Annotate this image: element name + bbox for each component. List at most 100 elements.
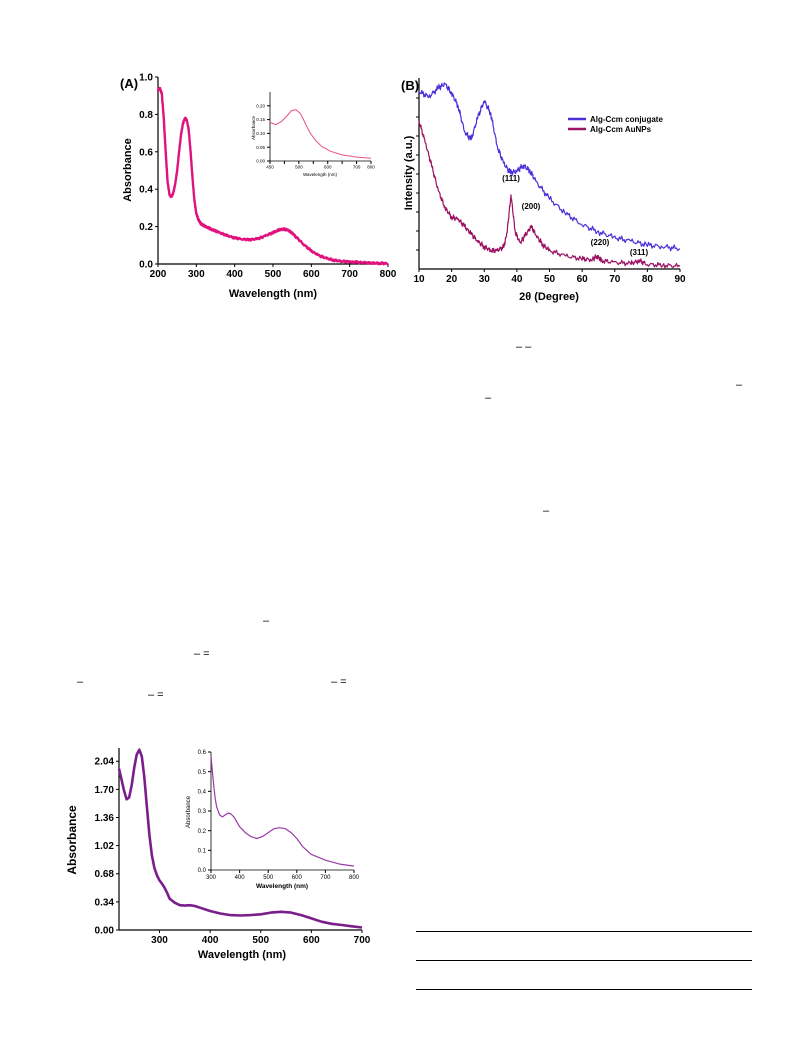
panel-a-x-tick-label: 800: [380, 269, 397, 280]
panel-c-inset: Absorbance Wavelength (nm) 300 400 500 600 7…: [186, 750, 360, 890]
panel-a-y-tick-label: 0.2: [139, 222, 153, 233]
formula-mark: – –: [516, 341, 532, 353]
panel-c-xlabel: Wavelength (nm): [198, 949, 287, 961]
panel-c-y-tick-label: 0.68: [95, 869, 115, 880]
panel-c-y-tick-label: 1.36: [95, 813, 115, 824]
panel-a-inset-x-tick-label: 700: [353, 165, 361, 170]
panel-c-inset-y-tick-label: 0.1: [198, 848, 207, 854]
panel-b-x-tick-label: 90: [674, 274, 686, 285]
panel-a-inset-y-tick-label: 0.15: [256, 117, 265, 122]
panel-c-x-tick-label: 500: [252, 935, 269, 946]
panel-a-x-tick-label: 600: [303, 269, 320, 280]
panel-c-inset-y-tick-label: 0.5: [198, 770, 207, 776]
panel-b-x-tick-label: 10: [413, 274, 425, 285]
peak-label-220: (220): [591, 238, 610, 247]
panel-c-inset-x-tick-label: 300: [206, 875, 217, 881]
panel-b-xlabel: 2θ (Degree): [519, 291, 579, 303]
formula-mark: – =: [331, 676, 347, 688]
panel-c-inset-x-tick-label: 400: [235, 875, 246, 881]
panel-a-plot: [156, 86, 390, 266]
chart-panel-b: (B) Intensity (a.u.) 2θ (Degree) 10 20 30 4…: [401, 78, 686, 303]
panel-b-x-tick-label: 70: [609, 274, 621, 285]
panel-a-y-tick-label: 0.6: [139, 147, 153, 158]
panel-a-x-tick-label: 300: [188, 269, 205, 280]
formula-mark: –: [77, 676, 84, 688]
panel-c-inset-y-tick-label: 0.6: [198, 750, 207, 756]
panel-c-y-tick-label: 0.34: [95, 897, 115, 908]
panel-b-x-ticks: 10 20 30 40 50 60 70 80 90: [413, 269, 686, 285]
panel-a-y-tick-label: 0.0: [139, 260, 153, 271]
chart-panel-c: Absorbance Wavelength (nm) 300 400 500 600 7…: [65, 748, 371, 961]
panel-c-inset-y-ticks: 0.0 0.1 0.2 0.3 0.4 0.5 0.6: [198, 750, 211, 874]
panel-a-label: (A): [120, 76, 138, 91]
panel-a-inset-y-tick-label: 0.05: [256, 145, 265, 150]
panel-a-inset-y-ticks: 0.00 0.05 0.10 0.15 0.20: [256, 103, 270, 164]
panel-a-ylabel: Absorbance: [122, 138, 134, 202]
panel-a-inset-x-tick-label: 500: [295, 165, 303, 170]
panel-a-inset-ylabel: Absorbance: [251, 116, 256, 141]
panel-a-series-line: [156, 86, 390, 266]
panel-a-inset-y-tick-label: 0.10: [256, 131, 265, 136]
panel-a-x-tick-label: 400: [226, 269, 243, 280]
panel-a-inset-series-line: [269, 109, 372, 159]
panel-a-inset: Absorbance Wavelength (nm) 450 500 600 700 8…: [251, 92, 375, 177]
table-rule-middle: [416, 960, 752, 961]
panel-c-x-tick-label: 400: [202, 935, 219, 946]
panel-c-inset-y-tick-label: 0.0: [198, 868, 207, 874]
panel-b-x-tick-label: 40: [511, 274, 523, 285]
panel-c-y-tick-label: 0.00: [95, 926, 115, 937]
formula-mark: –: [736, 379, 743, 391]
panel-c-x-tick-label: 300: [151, 935, 168, 946]
panel-b-x-tick-label: 30: [479, 274, 491, 285]
panel-c-y-tick-label: 1.70: [95, 785, 115, 796]
panel-c-inset-y-tick-label: 0.3: [198, 809, 207, 815]
panel-c-series-line: [117, 748, 363, 929]
panel-c-inset-x-tick-label: 600: [292, 875, 303, 881]
panel-b-x-tick-label: 50: [544, 274, 556, 285]
panel-a-inset-x-tick-label: 600: [324, 165, 332, 170]
panel-b-label: (B): [401, 78, 419, 93]
panel-b-y-ticks: [416, 97, 419, 251]
panel-c-y-ticks: 0.00 0.34 0.68 1.02 1.36 1.70 2.04: [95, 757, 119, 937]
peak-label-311: (311): [630, 248, 649, 257]
formula-mark: – =: [148, 689, 164, 701]
panel-b-x-tick-label: 20: [446, 274, 458, 285]
panel-a-inset-x-tick-label: 800: [367, 165, 375, 170]
panel-c-x-tick-label: 700: [354, 935, 371, 946]
chart-panel-a: (A) Absorbance Wavelength (nm) 200 300 400…: [120, 73, 397, 301]
panel-a-y-ticks: 0.0 0.2 0.4 0.6 0.8 1.0: [139, 73, 158, 271]
panel-a-x-tick-label: 700: [341, 269, 358, 280]
panel-c-inset-x-tick-label: 700: [320, 875, 331, 881]
formula-mark: – =: [194, 648, 210, 660]
panel-c-y-tick-label: 1.02: [95, 841, 115, 852]
panel-c-inset-y-tick-label: 0.2: [198, 829, 207, 835]
formula-mark: –: [543, 505, 550, 517]
series-line-aunps: [418, 120, 681, 269]
panel-c-x-ticks: 300 400 500 600 700: [151, 930, 371, 946]
panel-c-plot: [117, 748, 363, 929]
panel-c-ylabel: Absorbance: [65, 805, 79, 875]
panel-a-x-tick-label: 200: [150, 269, 167, 280]
panel-c-inset-x-ticks: 300 400 500 600 700 800: [206, 870, 360, 881]
panel-a-inset-x-tick-label: 450: [266, 165, 274, 170]
panel-b-x-tick-label: 60: [577, 274, 589, 285]
panel-c-inset-y-tick-label: 0.4: [198, 789, 207, 795]
panel-a-y-tick-label: 0.4: [139, 185, 153, 196]
table-rule-bottom: [416, 989, 752, 990]
series-line-conjugate: [418, 82, 681, 252]
panel-c-x-tick-label: 600: [303, 935, 320, 946]
formula-mark: –: [485, 392, 492, 404]
legend-label-aunps: Alg-Ccm AuNPs: [590, 125, 652, 134]
panel-b-plot: [418, 82, 681, 269]
panel-c-inset-x-tick-label: 500: [263, 875, 274, 881]
panel-a-inset-x-ticks: 450 500 600 700 800: [266, 161, 375, 170]
panel-a-inset-y-tick-label: 0.20: [256, 103, 265, 108]
panel-c-inset-x-tick-label: 800: [349, 875, 360, 881]
panel-c-inset-xlabel: Wavelength (nm): [256, 883, 308, 890]
panel-b-legend: Alg-Ccm conjugate Alg-Ccm AuNPs: [568, 115, 663, 134]
panel-a-x-ticks: 200 300 400 500 600 700 800: [150, 264, 397, 280]
panel-b-x-tick-label: 80: [642, 274, 654, 285]
peak-label-200: (200): [522, 202, 541, 211]
legend-label-conjugate: Alg-Ccm conjugate: [590, 115, 663, 124]
panel-a-x-tick-label: 500: [265, 269, 282, 280]
